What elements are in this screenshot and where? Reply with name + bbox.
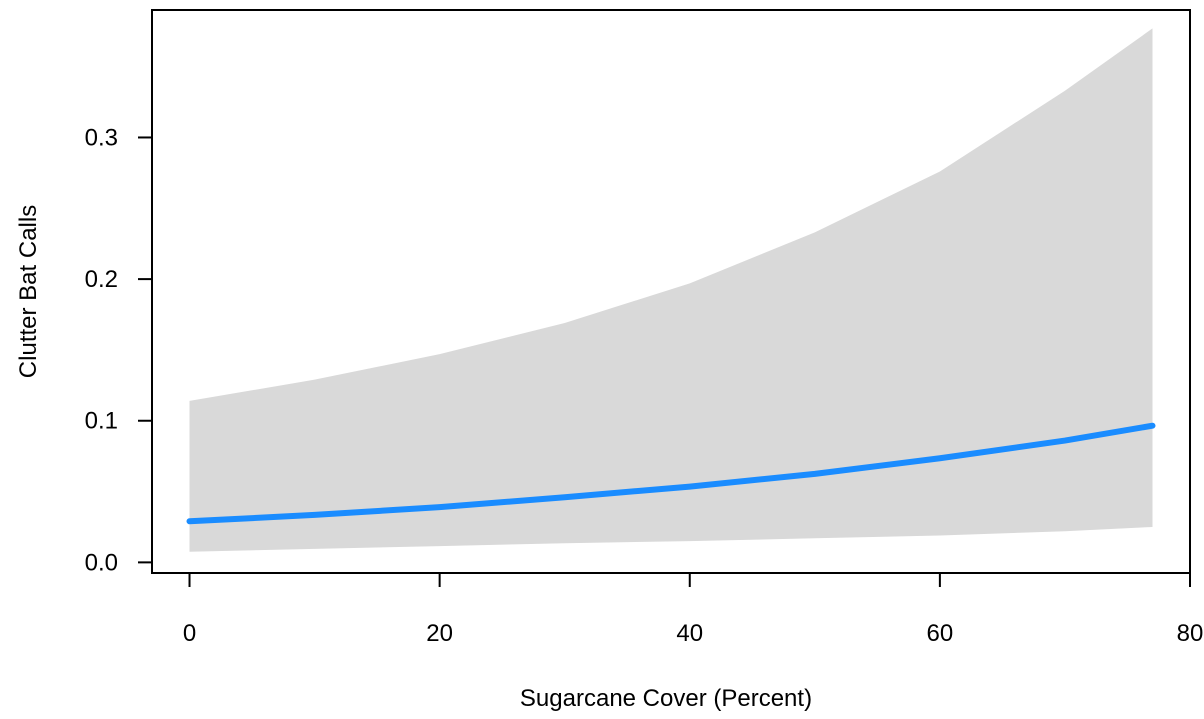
y-tick-label: 0.2 <box>85 266 118 293</box>
x-tick-label: 60 <box>927 620 954 647</box>
plot-frame <box>151 9 1191 574</box>
y-axis: 0.0 0.1 0.2 0.3 <box>85 124 152 576</box>
series-line <box>186 422 1156 525</box>
y-tick-label: 0.0 <box>85 549 118 576</box>
y-tick-label: 0.3 <box>85 124 118 151</box>
confidence-band <box>189 28 1153 552</box>
x-axis-title: Sugarcane Cover (Percent) <box>520 685 812 712</box>
x-tick-label: 80 <box>1177 620 1204 647</box>
x-axis: 0 20 40 60 80 <box>183 573 1204 647</box>
x-tick-label: 0 <box>183 620 196 647</box>
series-line-layer <box>186 422 1156 525</box>
y-axis-title: Clutter Bat Calls <box>15 205 42 378</box>
x-tick-label: 40 <box>676 620 703 647</box>
x-tick-label: 20 <box>426 620 453 647</box>
y-tick-label: 0.1 <box>85 408 118 435</box>
confidence-band-layer <box>189 28 1153 552</box>
